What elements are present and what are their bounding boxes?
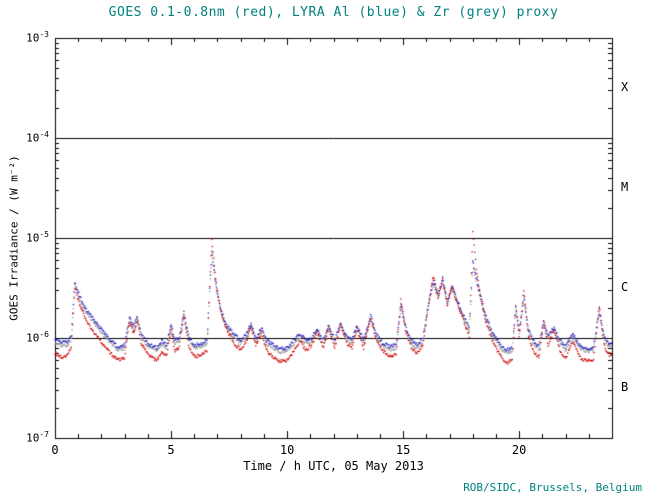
goes-lyra-flux-figure: GOES 0.1-0.8nm (red), LYRA Al (blue) & Z… xyxy=(0,0,650,500)
plot-canvas xyxy=(0,0,650,500)
